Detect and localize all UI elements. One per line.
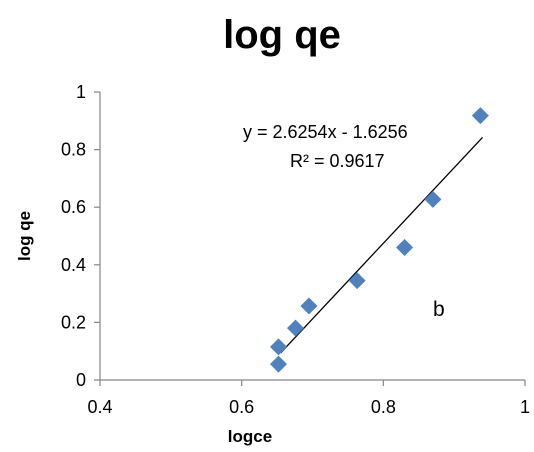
y-tick-label: 0.8 — [61, 140, 86, 160]
data-point — [270, 355, 287, 373]
axes — [99, 92, 525, 381]
x-tick-label: 0.4 — [87, 397, 112, 417]
y-tick-label: 0 — [76, 370, 86, 390]
panel-label: b — [433, 298, 445, 321]
data-point — [300, 297, 318, 315]
data-point — [287, 319, 304, 337]
x-tick-label: 0.8 — [371, 397, 396, 417]
data-point — [270, 338, 287, 356]
y-tick-label: 0.6 — [61, 197, 86, 217]
y-tick-label: 0.2 — [61, 312, 86, 332]
x-tick-label: 1 — [520, 397, 530, 417]
y-tick-label: 1 — [76, 82, 86, 102]
data-point — [396, 239, 414, 257]
r-squared-label: R² = 0.9617 — [290, 151, 385, 171]
x-ticks: 0.4 0.6 0.8 1 — [87, 380, 530, 417]
data-point — [471, 107, 489, 125]
trendline-layer — [280, 136, 483, 354]
y-ticks: 0 0.2 0.4 0.6 0.8 1 — [61, 82, 100, 390]
y-axis-label: log qe — [15, 211, 34, 261]
points-layer — [270, 107, 489, 373]
chart-title: log qe — [223, 13, 341, 57]
y-tick-label: 0.4 — [61, 255, 86, 275]
x-axis-label: logce — [228, 427, 272, 446]
data-point — [424, 190, 442, 208]
x-tick-label: 0.6 — [229, 397, 254, 417]
trendline-equation: y = 2.6254x - 1.6256 — [243, 122, 408, 142]
trendline — [280, 136, 483, 354]
data-point — [348, 272, 366, 290]
